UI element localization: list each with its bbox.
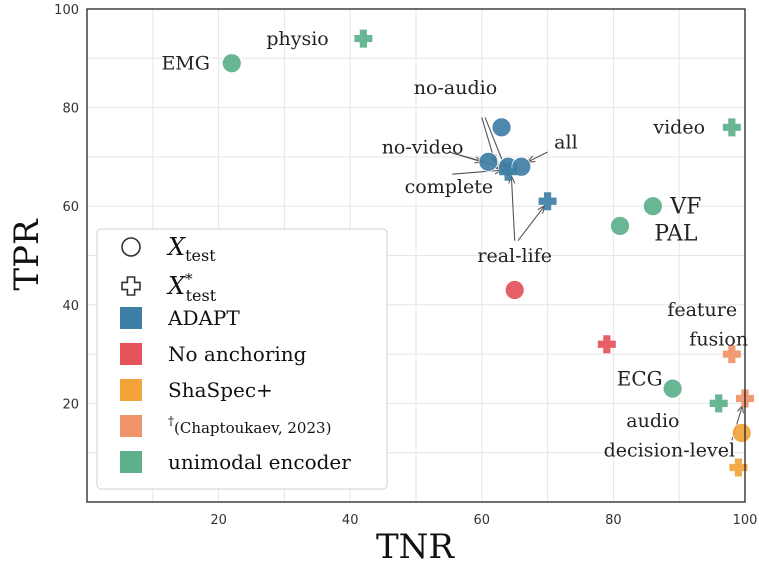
annotation-label: EMG: [161, 53, 210, 75]
x-tick-label: 20: [210, 513, 227, 528]
annotation-arrow: [517, 206, 544, 242]
legend-swatch-unimodal: [120, 451, 142, 473]
point-physio: [354, 29, 373, 48]
point-video: [722, 118, 741, 137]
x-tick-label: 60: [474, 513, 491, 528]
point-shaspec-plus: [729, 458, 748, 477]
annotation-arrow: [528, 151, 548, 162]
legend-plus-marker: [121, 276, 141, 296]
legend-swatch-no_anchoring: [120, 343, 142, 365]
legend-label: †(Chaptoukaev, 2023): [168, 414, 331, 437]
y-tick-label: 40: [62, 299, 79, 314]
annotation-label: no-audio: [414, 77, 497, 99]
y-tick-label: 80: [62, 102, 79, 117]
point-VF: [642, 196, 663, 217]
point-PAL: [610, 216, 630, 236]
annotation-arrow: [511, 177, 514, 241]
x-tick-label: 40: [342, 513, 359, 528]
annotation-label: decision-level: [604, 440, 735, 462]
point-feature-fusion: [722, 345, 741, 364]
annotation-label: feature: [667, 299, 737, 321]
annotation-label: video: [652, 117, 705, 139]
annotation-arrow: [484, 117, 505, 166]
point-EMG: [221, 53, 242, 74]
point-audio: [709, 394, 728, 413]
annotation-label: all: [554, 131, 577, 153]
x-tick-label: 100: [733, 513, 758, 528]
y-tick-label: 100: [54, 3, 79, 18]
legend-swatch-shaspec: [120, 379, 142, 401]
annotation-label: audio: [626, 410, 679, 432]
point-shaspec-circle: [731, 423, 752, 443]
annotation-arrow: [452, 170, 501, 175]
legend-marker-label: Xtest: [166, 233, 216, 265]
legend-label: ADAPT: [167, 306, 240, 330]
point-complete-star: [499, 162, 518, 181]
legend-label: No anchoring: [168, 342, 307, 366]
plot-frame: [86, 8, 746, 503]
point-ECG: [662, 378, 683, 399]
legend-swatch-chaptoukaev: [120, 415, 142, 437]
annotation-label: VF: [669, 194, 701, 219]
point-no-audio: [491, 117, 512, 138]
annotation-label: real-life: [477, 245, 552, 267]
legend-label: ShaSpec+: [168, 378, 273, 402]
legend-box: [96, 228, 388, 490]
annotation-label: physio: [266, 28, 328, 50]
legend-swatch-adapt: [120, 307, 142, 329]
annotations: physio EMG no-audio no-video complete all real…: [161, 28, 748, 462]
point-no-anchoring-circle: [504, 280, 525, 300]
y-tick-label: 60: [62, 200, 79, 215]
data-points: [221, 29, 754, 477]
x-axis-title: TNR: [376, 527, 455, 565]
legend-marker-label: X* test: [166, 270, 217, 305]
x-tick-label: 80: [605, 513, 622, 528]
point-real-life: [538, 192, 557, 211]
y-tick-label: 20: [62, 397, 79, 412]
annotation-label: no-video: [382, 136, 464, 158]
annotation-label: complete: [405, 176, 493, 198]
annotation-label: ECG: [617, 366, 663, 390]
point-no-video: [478, 151, 499, 172]
legend-circle-marker: [121, 237, 141, 257]
tick-labels: 20 40 60 80 100 20 40 60 80 100: [54, 3, 757, 528]
legend-label: unimodal encoder: [168, 450, 351, 474]
annotation-label: PAL: [654, 222, 698, 247]
point-no-anchoring-plus: [597, 335, 616, 354]
annotation-label: fusion: [689, 329, 748, 351]
y-axis-title: TPR: [7, 218, 47, 291]
